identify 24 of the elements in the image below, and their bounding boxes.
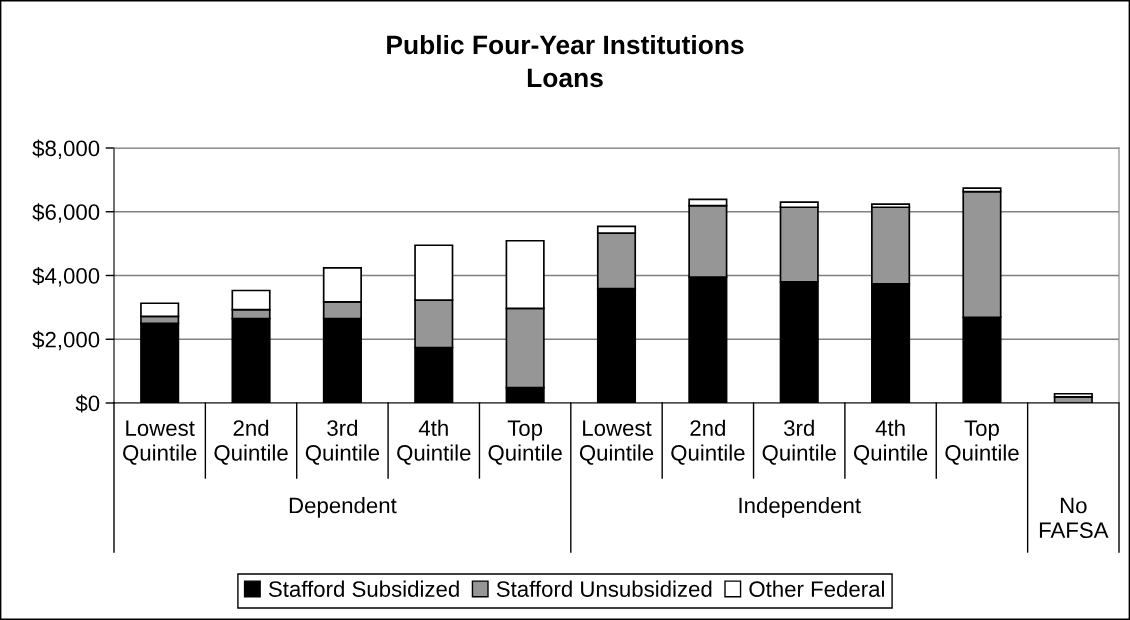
legend-label: Stafford Subsidized [268, 580, 459, 597]
x-tick-label: 2nd Quintile [214, 419, 288, 465]
text: Dependent [289, 497, 397, 518]
x-tick-label: Lowest Quintile [123, 420, 197, 465]
y-tick-label: $8,000 [32, 139, 100, 159]
x-tick-label: Top Quintile [488, 420, 562, 465]
chart-subtitle: Loans [527, 68, 603, 88]
y-tick-label: $2,000 [32, 330, 100, 351]
chart-title: Public Four-Year Institutions [387, 34, 744, 55]
bar [1053, 392, 1093, 398]
x-tick-label: 4th Quintile [853, 419, 928, 465]
x-tick-label: 3rd Quintile [305, 419, 380, 465]
x-tick-label: Lowest Quintile [579, 420, 654, 465]
legend-label: Other Federal [749, 580, 884, 597]
x-tick-label: 3rd Quintile [762, 419, 836, 465]
x-tick-label: 2nd Quintile [671, 419, 745, 465]
text: No FAFSA [1039, 497, 1109, 539]
x-tick-label: 4th Quintile [397, 419, 471, 465]
y-tick-label: $0 [75, 394, 100, 413]
x-tick-label: Top Quintile [945, 420, 1019, 465]
y-tick-label: $6,000 [32, 203, 100, 223]
text: Independent [739, 497, 861, 518]
y-tick-label: $4,000 [32, 267, 100, 287]
legend-label: Stafford Unsubsidized [496, 580, 712, 597]
